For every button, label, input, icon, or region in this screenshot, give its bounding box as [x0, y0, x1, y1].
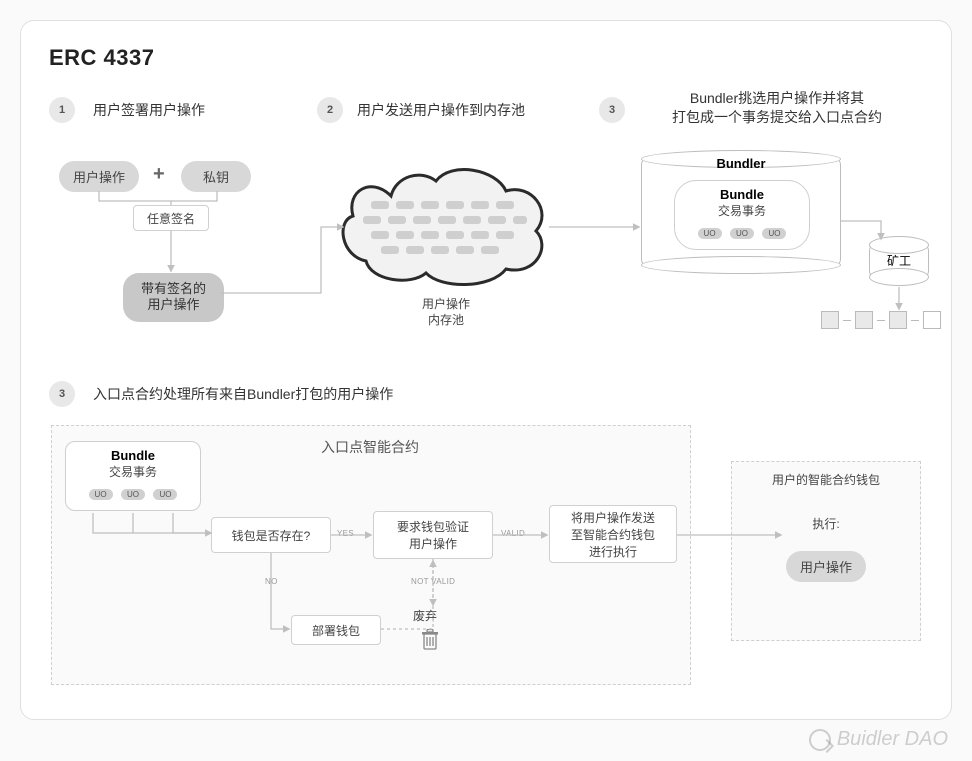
bundle-title-b: Bundle [66, 442, 200, 463]
forward-box: 将用户操作发送 至智能合约钱包 进行执行 [549, 505, 677, 563]
miner-cylinder: 矿工 [869, 243, 929, 279]
mempool-label-2: 内存池 [341, 313, 551, 329]
notvalid-label: NOT VALID [411, 577, 455, 586]
uo-chip: UO [89, 489, 113, 500]
step-2-badge: 2 [317, 97, 343, 123]
bundle-inner: Bundle 交易事务 UO UO UO [674, 180, 810, 250]
bundler-cylinder: Bundler Bundle 交易事务 UO UO UO [641, 157, 841, 267]
privkey-pill: 私钥 [181, 161, 251, 192]
step-1-label: 用户签署用户操作 [93, 101, 205, 120]
uo-chip: UO [698, 228, 722, 239]
bundle-box-bottom: Bundle 交易事务 UO UO UO [65, 441, 201, 511]
step-4-label: 入口点合约处理所有来自Bundler打包的用户操作 [93, 385, 393, 404]
watermark: Buidler DAO [809, 728, 948, 751]
signed-userop-pill: 带有签名的 用户操作 [123, 273, 224, 322]
wechat-icon [809, 729, 831, 751]
verify-box: 要求钱包验证 用户操作 [373, 511, 493, 559]
forward-l1: 将用户操作发送 [571, 509, 655, 526]
forward-l3: 进行执行 [589, 543, 637, 560]
mempool-label-1: 用户操作 [341, 297, 551, 313]
step-1-badge: 1 [49, 97, 75, 123]
uo-chip: UO [730, 228, 754, 239]
execute-label: 执行: [731, 517, 921, 533]
step-4-badge: 3 [49, 381, 75, 407]
exec-userop-pill: 用户操作 [786, 551, 866, 582]
bundle-sub-b: 交易事务 [66, 463, 200, 480]
miner-label: 矿工 [870, 252, 928, 269]
uo-chip: UO [762, 228, 786, 239]
step-2-label: 用户发送用户操作到内存池 [357, 101, 525, 120]
bundle-sub: 交易事务 [675, 202, 809, 219]
verify-l1: 要求钱包验证 [397, 518, 469, 535]
blockchain-icon [821, 311, 941, 329]
step-3-badge: 3 [599, 97, 625, 123]
bundle-title: Bundle [675, 181, 809, 202]
wallet-panel-title: 用户的智能合约钱包 [731, 473, 921, 489]
uo-chip: UO [153, 489, 177, 500]
entrypoint-label: 入口点智能合约 [321, 437, 419, 457]
forward-l2: 至智能合约钱包 [571, 526, 655, 543]
deploy-wallet-box: 部署钱包 [291, 615, 381, 645]
step-3-label: Bundler挑选用户操作并将其 打包成一个事务提交给入口点合约 [637, 89, 917, 127]
yes-label: YES [337, 529, 354, 538]
verify-l2: 用户操作 [409, 535, 457, 552]
valid-label: VALID [501, 529, 525, 538]
uo-chip: UO [121, 489, 145, 500]
diagram-frame: ERC 4337 1 用户签署用户操作 2 用户发送用户操作到内存池 3 Bun… [20, 20, 952, 720]
no-label: NO [265, 577, 278, 586]
anysig-box: 任意签名 [133, 205, 209, 231]
discard-label: 废弃 [413, 609, 437, 625]
plus-sign: + [153, 163, 165, 186]
bundler-title: Bundler [642, 156, 840, 171]
watermark-text: Buidler DAO [837, 728, 948, 751]
userop-pill: 用户操作 [59, 161, 139, 192]
diagram-title: ERC 4337 [49, 45, 155, 71]
trash-icon [421, 629, 439, 651]
mempool-cloud [341, 161, 551, 291]
wallet-exists-box: 钱包是否存在? [211, 517, 331, 553]
